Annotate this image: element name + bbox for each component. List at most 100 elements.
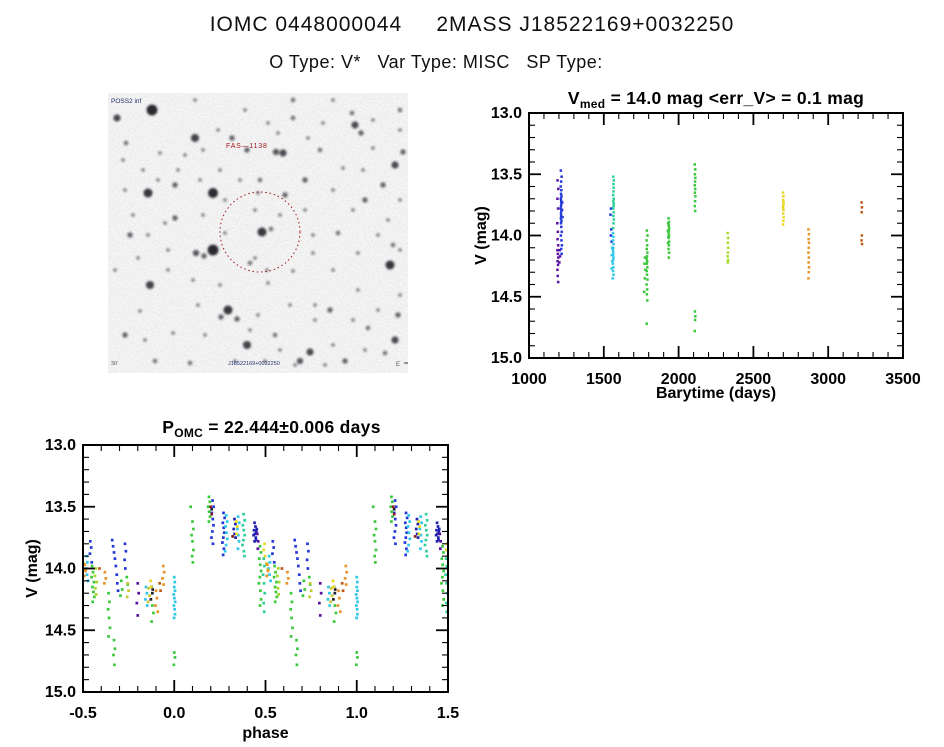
star <box>131 213 135 217</box>
star <box>191 278 195 282</box>
star <box>272 332 278 338</box>
phase-ytick-label: 14.5 <box>45 622 76 639</box>
star <box>163 221 167 225</box>
star <box>196 303 200 307</box>
star <box>398 198 402 202</box>
star <box>113 268 117 272</box>
star <box>398 128 402 132</box>
finder-chart: FAS—1138 POSS2 inf J18522169+0032250 30' E <box>108 93 408 373</box>
star <box>390 242 396 248</box>
phase-ytick-label: 14.0 <box>45 561 76 578</box>
star <box>242 340 252 350</box>
barytime-ytick-label: 14.0 <box>491 228 522 245</box>
star <box>143 338 147 342</box>
star <box>303 208 307 212</box>
barytime-series-epoch-3-teal <box>611 175 616 230</box>
star <box>278 213 282 217</box>
star <box>123 140 129 146</box>
star <box>342 358 348 364</box>
star <box>376 233 380 237</box>
barytime-xtick-label: 2000 <box>661 371 697 388</box>
phase-series-orange <box>82 563 349 614</box>
star <box>293 363 297 367</box>
phase-ticks <box>82 444 449 693</box>
star <box>216 128 220 132</box>
star <box>190 133 200 143</box>
star <box>351 208 355 212</box>
star <box>266 281 270 285</box>
star <box>256 313 260 317</box>
star <box>272 148 280 156</box>
phase-series-yellow <box>149 520 449 589</box>
target-circle <box>219 191 301 273</box>
star <box>244 147 250 153</box>
star <box>282 192 288 198</box>
star <box>193 98 197 102</box>
star <box>253 208 257 212</box>
star <box>385 260 395 270</box>
star <box>121 158 125 162</box>
phase-xaxis-label: phase <box>242 725 288 742</box>
star <box>302 177 308 183</box>
phase-xtick-label: 0.0 <box>163 705 185 722</box>
star <box>207 244 219 256</box>
star <box>311 233 315 237</box>
star <box>363 348 367 352</box>
survey-label: POSS2 inf <box>111 98 142 105</box>
star <box>358 130 364 136</box>
barytime-points <box>556 163 864 333</box>
barytime-series-epoch-2-blue <box>559 169 613 256</box>
star <box>229 135 235 141</box>
star <box>172 215 178 221</box>
barytime-xtick-label: 3000 <box>810 371 846 388</box>
star <box>218 314 224 320</box>
star <box>145 280 155 290</box>
star <box>123 188 127 192</box>
star <box>365 325 371 331</box>
star <box>201 253 207 259</box>
phase-series-yellowgreen <box>93 567 281 596</box>
phase-series-green <box>90 495 445 667</box>
star <box>266 121 270 125</box>
star <box>247 260 253 266</box>
star <box>400 149 406 155</box>
star <box>397 107 403 113</box>
star <box>233 359 237 363</box>
star <box>141 168 145 172</box>
star <box>198 178 202 182</box>
barytime-ticks <box>528 112 904 359</box>
star <box>276 131 280 135</box>
star <box>327 307 333 313</box>
star <box>158 151 162 155</box>
star <box>290 115 296 121</box>
star <box>152 358 158 364</box>
star <box>288 303 292 307</box>
star <box>311 251 315 255</box>
phase-yaxis-label: V (mag) <box>24 539 41 598</box>
star <box>313 303 317 307</box>
phase-xtick-label: 0.5 <box>254 705 276 722</box>
star <box>122 332 128 338</box>
phase-series-khaki <box>82 562 334 604</box>
scale-label: 30' <box>111 361 118 367</box>
phase-ytick-label: 13.0 <box>45 437 76 454</box>
star <box>172 182 178 188</box>
barytime-series-epoch-3-cyan <box>610 231 615 280</box>
phase-ytick-label: 13.5 <box>45 499 76 516</box>
target-id-label: FAS—1138 <box>226 143 268 150</box>
barytime-series-epoch-8-yellow <box>781 191 785 226</box>
star <box>192 249 200 257</box>
star <box>382 350 388 356</box>
page-title: IOMC 0448000044 2MASS J18522169+0032250 <box>209 13 735 36</box>
star <box>265 268 269 272</box>
star <box>223 198 227 202</box>
star <box>146 233 150 237</box>
barytime-series-epoch-1-purple <box>556 179 562 284</box>
barytime-xtick-label: 1000 <box>511 371 547 388</box>
star <box>313 318 317 322</box>
star <box>323 363 327 367</box>
phase-series-purple <box>135 532 443 617</box>
star <box>371 118 375 122</box>
phase-points <box>82 495 449 667</box>
